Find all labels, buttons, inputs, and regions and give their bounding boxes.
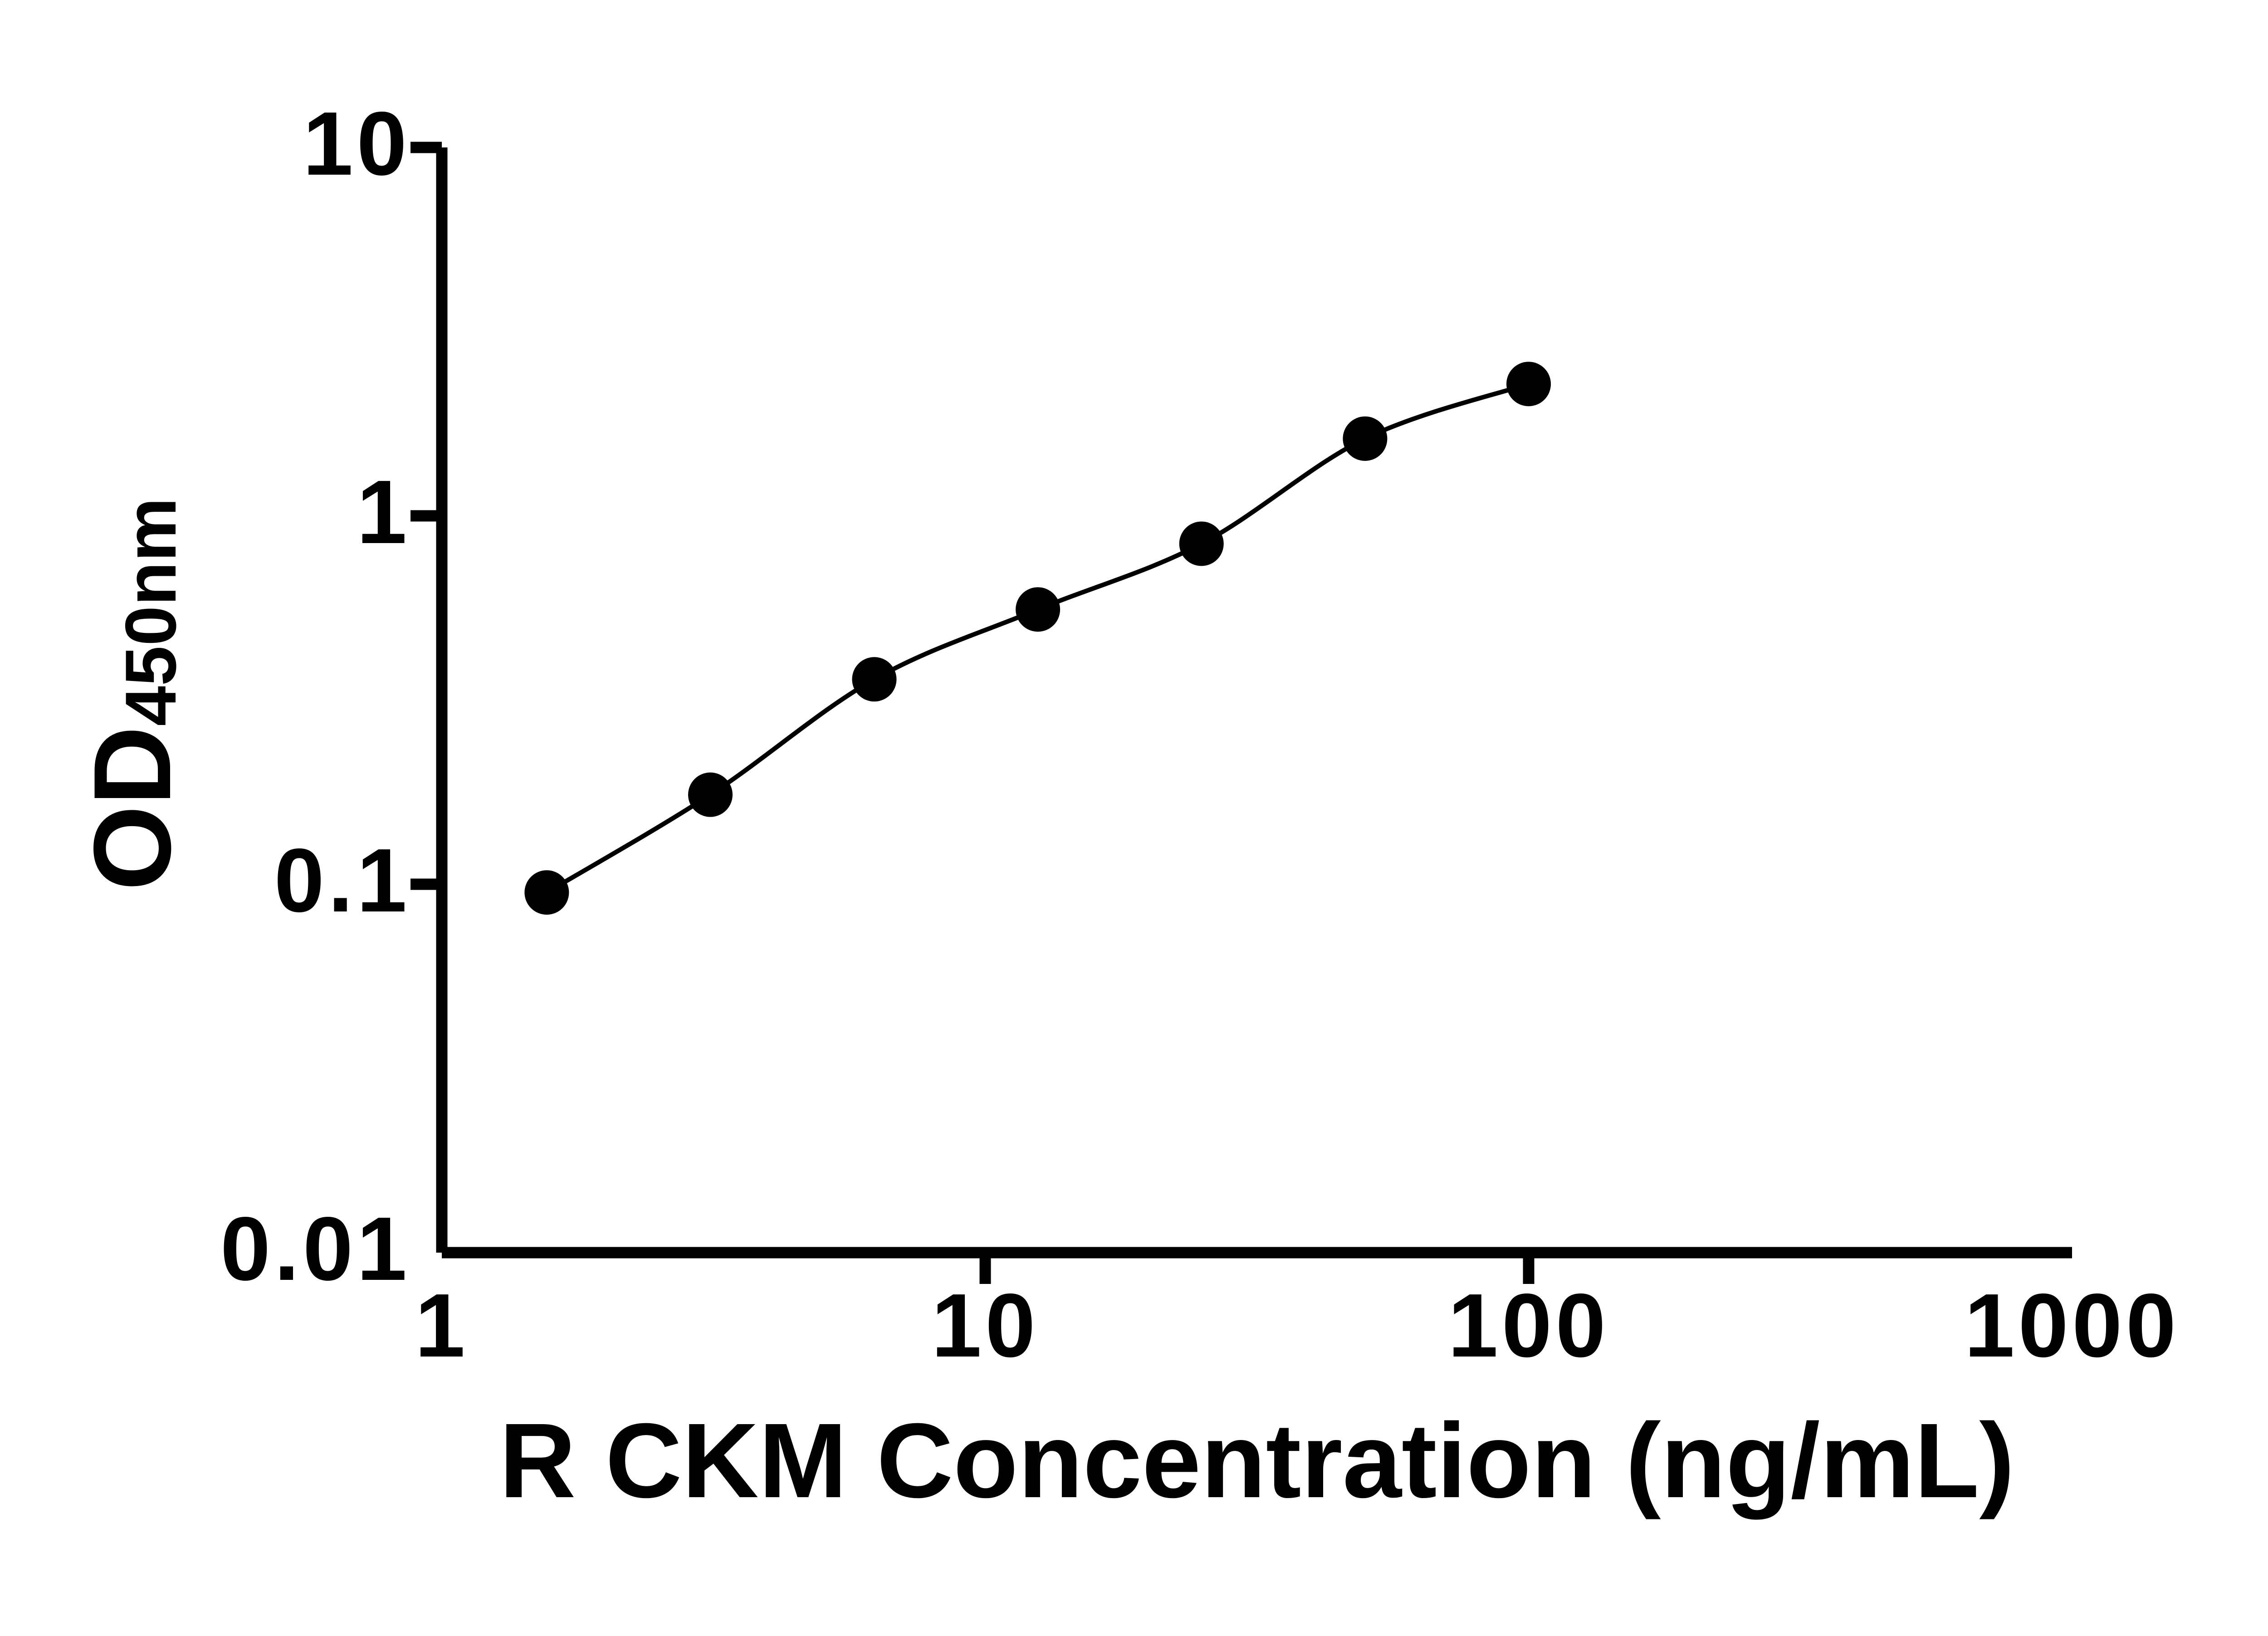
svg-text:10: 10 [931, 1275, 1039, 1376]
svg-text:OD450nm: OD450nm [71, 498, 194, 891]
svg-text:0.01: 0.01 [220, 1199, 411, 1299]
svg-text:R CKM Concentration (ng/mL): R CKM Concentration (ng/mL) [499, 1401, 2015, 1520]
svg-text:1: 1 [357, 462, 411, 563]
svg-text:1: 1 [415, 1275, 469, 1376]
svg-text:0.1: 0.1 [274, 830, 411, 931]
svg-text:1000: 1000 [1965, 1275, 2180, 1376]
svg-text:100: 100 [1448, 1275, 1609, 1376]
svg-text:10: 10 [303, 93, 411, 194]
